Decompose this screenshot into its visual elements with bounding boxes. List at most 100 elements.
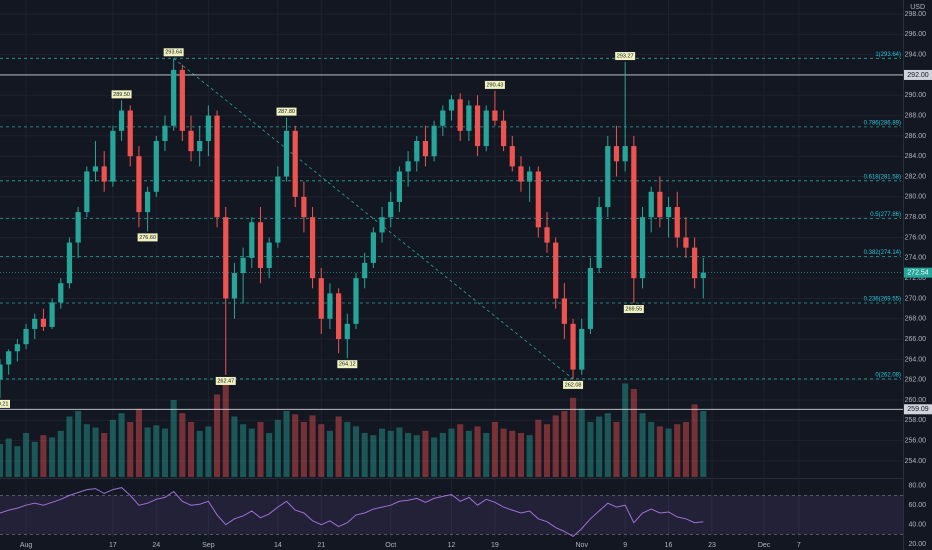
candle-body	[579, 328, 585, 370]
candle-label-box	[563, 380, 584, 389]
y-tick-label: 260.00	[905, 397, 927, 404]
candle-body	[474, 105, 481, 147]
volume-bar	[196, 430, 203, 477]
volume-bar	[474, 426, 481, 477]
volume-bar	[83, 424, 90, 477]
y-tick-label: 288.00	[905, 112, 927, 119]
trend-line	[173, 57, 574, 380]
volume-bar	[309, 415, 316, 477]
candle-body	[422, 140, 429, 157]
volume-bar	[517, 433, 525, 477]
volume-bar	[66, 416, 73, 477]
x-tick-label: 7	[797, 542, 801, 549]
candle-body	[483, 110, 489, 147]
volume-bar	[248, 428, 255, 477]
volume-bar	[23, 433, 30, 477]
y-tick-label: 276.00	[905, 234, 927, 241]
candle-body	[500, 120, 507, 147]
volume-bar	[326, 430, 333, 477]
candle-body	[240, 257, 246, 274]
volume-bar	[543, 424, 551, 477]
candle-body	[49, 302, 55, 327]
volume-bar	[170, 400, 177, 477]
volume-bar	[465, 430, 472, 477]
volume-bar	[344, 422, 351, 477]
candle-body	[136, 156, 142, 213]
candle-body	[561, 298, 567, 324]
volume-bar	[231, 416, 238, 477]
volume-bar	[378, 428, 386, 477]
fib-label: 0.618(281.58)	[864, 174, 901, 180]
candle-body	[84, 171, 90, 213]
candle-body	[58, 283, 64, 303]
candle-body	[327, 293, 333, 319]
x-tick-label: Aug	[20, 542, 33, 549]
volume-bar	[335, 416, 342, 477]
candle-body	[0, 364, 3, 380]
volume-bar	[109, 419, 116, 477]
volume-bar	[596, 416, 603, 477]
candle-body	[622, 146, 628, 162]
x-tick-label: 19	[491, 542, 499, 549]
x-tick-label: 14	[274, 542, 282, 549]
volume-bar	[587, 422, 594, 477]
volume-bar	[483, 433, 490, 477]
fib-label: 0(262.08)	[875, 372, 901, 378]
candle-label-box	[337, 360, 358, 369]
candle-body	[570, 323, 576, 370]
x-tick-label: Oct	[385, 542, 396, 549]
y-tick-label: 298.00	[905, 11, 927, 18]
volume-bar	[118, 413, 125, 477]
candle-body	[32, 318, 38, 329]
y-tick-label: 274.00	[905, 255, 927, 262]
volume-bar	[127, 422, 134, 477]
candle-body	[518, 166, 524, 182]
rsi-line	[0, 487, 704, 538]
y-tick-label: 290.00	[905, 92, 927, 99]
volume-bar	[691, 404, 698, 477]
rsi-tick-label: 80.00	[908, 483, 926, 490]
x-tick-label: Dec	[758, 542, 771, 549]
candle-body	[692, 247, 698, 279]
candle-body	[405, 161, 411, 172]
volume-bar	[674, 424, 681, 477]
y-tick-label: 294.00	[905, 51, 927, 58]
volume-bar	[431, 437, 438, 477]
fib-label: 1(293.64)	[875, 52, 901, 58]
volume-bar	[92, 427, 99, 477]
volume-bar	[439, 433, 446, 477]
price-tag	[904, 404, 932, 415]
x-tick-label: 12	[448, 542, 456, 549]
volume-bar	[457, 424, 464, 477]
y-tick-label: 256.00	[905, 438, 927, 445]
candle-body	[431, 125, 437, 157]
candle-body	[197, 140, 203, 152]
volume-bar	[352, 426, 360, 477]
candle-body	[370, 232, 376, 263]
volume-bar	[205, 426, 212, 477]
candle-body	[631, 146, 637, 279]
candle-body	[544, 227, 550, 243]
candle-label: 264.12	[339, 362, 356, 368]
candle-label-box	[615, 52, 636, 61]
volume-bar	[656, 426, 663, 477]
candle-body	[665, 207, 672, 218]
volume-bar	[179, 413, 186, 477]
x-tick-label: 24	[152, 542, 160, 549]
candle-label: 262.08	[565, 382, 582, 388]
candle-body	[674, 207, 680, 238]
candle-body	[587, 267, 594, 329]
candle-body	[527, 171, 533, 182]
volume-bar	[448, 428, 455, 477]
volume-bar	[370, 435, 377, 477]
x-tick-label: Nov	[576, 542, 589, 549]
candle-body	[214, 115, 220, 218]
volume-bar	[604, 413, 611, 477]
candle-body	[440, 110, 446, 126]
candle-body	[110, 130, 116, 182]
candle-body	[292, 130, 298, 197]
volume-bar	[144, 427, 151, 477]
volume-bar	[5, 438, 12, 477]
